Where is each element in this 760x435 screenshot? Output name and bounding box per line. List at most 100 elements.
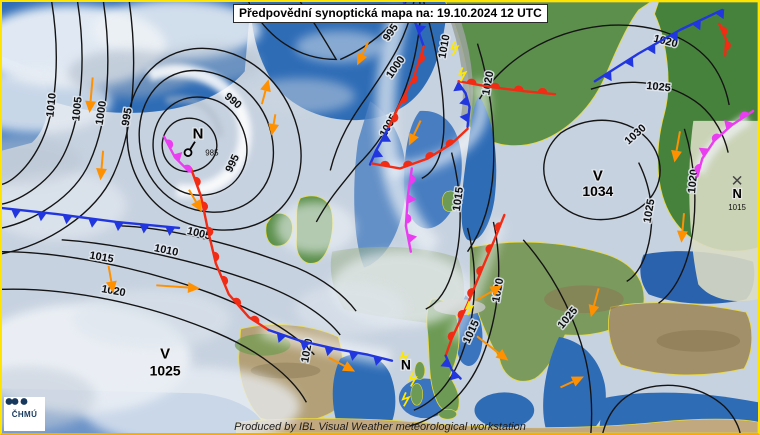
isobar-line [413,227,476,411]
mountains-balkan [544,285,624,314]
movement-arrow-stem [156,284,189,289]
front-symbol-semicircle [485,244,493,254]
front-symbol-triangle [602,70,612,82]
front-symbol-semicircle [391,113,399,123]
movement-arrow-icon [96,168,107,181]
movement-arrow-stem [476,290,493,302]
front-symbol-semicircle [494,222,502,232]
pressure-center-letter: N [732,186,741,201]
cloud-spiral-shadow [165,95,224,138]
isobar-line [2,2,135,255]
cloud-shadow [2,136,82,185]
movement-arrow-icon [489,285,503,297]
front-symbol-semicircle [457,309,465,320]
mountains-iberia [250,362,321,379]
front-symbol-semicircle [418,53,426,63]
cloud-layer [2,2,752,433]
movement-arrow-stem [593,288,600,306]
front-symbol-semicircle [380,160,390,167]
cloud-blob [81,366,301,433]
sea-west-mediterranean [332,353,396,433]
isobar-line [466,43,495,253]
movement-arrow-icon [342,361,356,372]
isobar-label: 1025 [646,80,671,94]
front-symbol-triangle [459,96,470,106]
isobar-label: 1015 [88,250,114,266]
lightning-icon [401,392,411,407]
movement-arrow-icon [85,100,97,113]
pressure-center-letter: V [593,168,603,184]
front-symbol-triangle [459,112,469,123]
front-symbol-semicircle [445,139,455,147]
movement-arrow-stem [89,77,94,102]
isobar-line [425,152,461,310]
isobar-line [2,250,315,356]
front-symbol-triangle [715,8,725,20]
front-symbol-semicircle [202,201,209,212]
movement-arrow-icon [260,79,271,93]
front-symbol-semicircle [194,176,201,187]
front-symbol-triangle [276,332,287,343]
lightning-icon [450,41,460,56]
movement-arrow-icon [187,282,200,293]
movement-arrow-stem [560,380,574,389]
front-symbol-semicircle [711,133,721,142]
isobar-line [478,24,730,106]
front-symbol-semicircle [720,26,728,36]
isobar-label: 1010 [437,34,453,60]
front-symbol-triangle [372,148,384,158]
lightning-icon [408,372,418,387]
land-corsica [414,361,426,380]
pressure-center-value: 985 [205,149,219,158]
isobar-label: 1005 [70,96,84,121]
front-symbol-semicircle [447,331,455,342]
front-symbol-triangle [646,44,656,55]
front-symbol-triangle [668,31,678,42]
front-layer [2,2,755,381]
pressure-center-value: 1034 [582,183,613,199]
front-symbol-semicircle [207,226,214,237]
front-symbol-semicircle [739,111,749,120]
isobar-label: 1025 [641,198,657,224]
front-symbol-semicircle [466,78,477,85]
lightning-icon [457,67,468,82]
front-symbol-semicircle [232,297,242,307]
movement-arrow-icon [676,230,688,243]
front-symbol-triangle [407,193,417,204]
cloud-blob [71,289,231,349]
pressure-center-letter: V [160,347,170,363]
cloud-shadow [245,78,356,114]
front-symbol-semicircle [183,164,193,174]
map-title-text: Předpovědní synoptická mapa na: 19.10.20… [239,6,542,20]
front-symbol-semicircle [694,164,701,174]
front-cold-line [593,8,724,83]
isobar-line [626,162,653,283]
front-symbol-semicircle [400,93,409,103]
movement-arrow-stem [328,356,346,367]
isobar-line [2,2,57,185]
isobar-line [602,384,741,433]
land-sardinia [410,383,424,406]
front-symbol-triangle [380,133,392,142]
front-symbol-triangle [453,82,464,92]
sea-aegean [543,336,606,433]
front-symbol-semicircle [476,266,484,276]
isobar-line [126,47,302,231]
isobar-label: 1010 [44,92,58,117]
isobar-line [121,225,357,312]
front-warm-line [444,213,506,357]
lightning-layer [399,41,475,407]
isobar-line [409,221,500,427]
front-symbol-semicircle [221,275,229,286]
isobar-line [658,128,696,304]
movement-arrow-stem [260,90,267,105]
front-symbol-semicircle [725,40,731,51]
land-denmark [442,190,459,212]
movement-arrow-stem [476,335,500,355]
chmu-logo-icon [5,398,28,405]
isobar-layer [2,2,741,433]
arrow-layer [85,41,688,389]
lightning-icon [464,300,475,316]
front-symbol-semicircle [409,174,416,185]
